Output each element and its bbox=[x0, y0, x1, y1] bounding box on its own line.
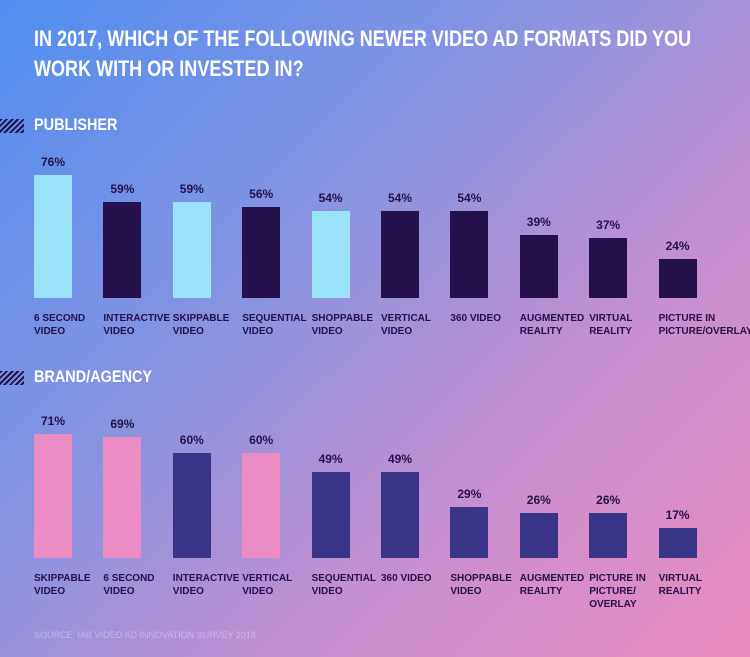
category-label: SKIPPABLE VIDEO bbox=[172, 313, 230, 337]
category-label: VIRTUAL REALITY bbox=[589, 313, 633, 337]
value-label: 54% bbox=[457, 190, 482, 205]
value-label: 24% bbox=[665, 239, 690, 254]
bar bbox=[34, 433, 72, 558]
category-label: SHOPPABLE VIDEO bbox=[311, 313, 374, 337]
bar bbox=[34, 174, 72, 298]
section-icon bbox=[0, 371, 24, 385]
bar bbox=[519, 512, 558, 558]
value-label: 60% bbox=[249, 433, 274, 447]
value-label: 76% bbox=[40, 154, 66, 169]
category-label: VERTICAL VIDEO bbox=[381, 313, 431, 337]
bar bbox=[658, 259, 697, 298]
category-label: PICTURE IN PICTURE/OVERLAY bbox=[658, 313, 750, 337]
bar bbox=[519, 234, 558, 298]
bar bbox=[172, 202, 211, 298]
value-label: 29% bbox=[457, 487, 482, 502]
value-label: 71% bbox=[40, 413, 66, 428]
bar bbox=[103, 437, 142, 558]
value-label: 26% bbox=[526, 492, 551, 507]
bar bbox=[242, 453, 281, 558]
value-label: 39% bbox=[526, 214, 551, 229]
value-label: 54% bbox=[318, 190, 343, 205]
category-label: 6 SECOND VIDEO bbox=[103, 573, 155, 597]
bar bbox=[103, 202, 142, 298]
category-label: 360 VIDEO bbox=[450, 313, 501, 324]
section-title: BRAND/AGENCY bbox=[34, 367, 153, 386]
category-label: SEQUENTIAL VIDEO bbox=[242, 313, 307, 337]
category-label: SHOPPABLE VIDEO bbox=[450, 573, 512, 597]
value-label: 60% bbox=[179, 433, 204, 447]
bar bbox=[450, 507, 489, 558]
source: SOURCE: IAB VIDEO AD INNOVATION SURVEY 2… bbox=[34, 630, 256, 640]
title: IN 2017, WHICH OF THE FOLLOWING NEWER VI… bbox=[34, 26, 692, 81]
category-label: PICTURE IN PICTURE/ OVERLAY bbox=[589, 573, 646, 610]
bar bbox=[381, 472, 419, 558]
bar bbox=[311, 210, 350, 298]
value-label: 49% bbox=[318, 452, 343, 467]
bar bbox=[172, 453, 211, 558]
category-label: INTERACTIVE VIDEO bbox=[172, 573, 240, 597]
bar bbox=[311, 472, 350, 558]
value-label: 69% bbox=[110, 417, 135, 432]
bar bbox=[381, 210, 419, 298]
category-label: INTERACTIVE VIDEO bbox=[103, 313, 171, 337]
section-title: PUBLISHER bbox=[34, 115, 118, 134]
value-label: 49% bbox=[387, 452, 413, 467]
category-label: SKIPPABLE VIDEO bbox=[34, 573, 91, 597]
value-label: 26% bbox=[596, 492, 621, 507]
value-label: 17% bbox=[665, 508, 690, 523]
value-label: 59% bbox=[110, 182, 135, 197]
category-label: SEQUENTIAL VIDEO bbox=[311, 573, 376, 597]
value-label: 54% bbox=[387, 190, 413, 205]
value-label: 59% bbox=[179, 182, 204, 197]
bar bbox=[242, 207, 281, 298]
bar bbox=[450, 210, 489, 298]
bar bbox=[589, 238, 628, 298]
bar bbox=[589, 512, 628, 558]
category-label: 6 SECOND VIDEO bbox=[34, 313, 86, 337]
bar bbox=[658, 528, 697, 558]
value-label: 37% bbox=[596, 218, 621, 233]
category-label: 360 VIDEO bbox=[381, 573, 432, 584]
section-icon bbox=[0, 119, 24, 133]
category-label: VERTICAL VIDEO bbox=[242, 573, 293, 597]
category-label: AUGMENTED REALITY bbox=[519, 573, 585, 597]
category-label: VIRTUAL REALITY bbox=[658, 573, 702, 597]
value-label: 56% bbox=[249, 187, 274, 202]
category-label: AUGMENTED REALITY bbox=[519, 313, 585, 337]
